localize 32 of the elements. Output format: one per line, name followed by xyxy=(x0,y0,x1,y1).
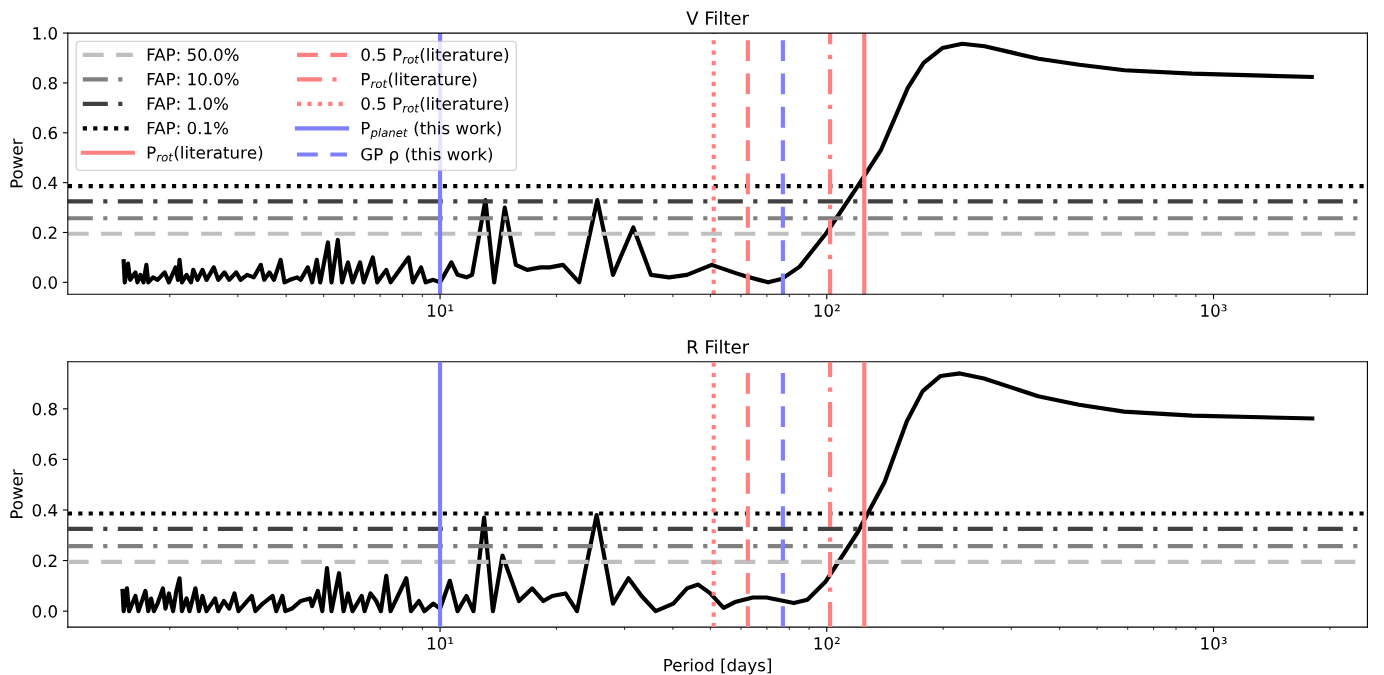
chart-title: R Filter xyxy=(687,339,750,354)
y-axis-title: Power xyxy=(10,469,23,518)
y-tick-label: 1.0 xyxy=(33,27,57,40)
x-tick-label: 10¹ xyxy=(427,304,454,317)
y-tick-label: 0.6 xyxy=(32,126,58,140)
y-tick-label: 0.0 xyxy=(32,605,57,618)
y-tick-label: 0.6 xyxy=(32,453,58,466)
x-tick-label: 10² xyxy=(814,637,840,650)
y-tick-label: 0.2 xyxy=(32,226,57,240)
x-tick-label: 10¹ xyxy=(427,637,454,650)
legend-label: GP ρ (this work) xyxy=(361,147,493,164)
x-tick-label: 10² xyxy=(814,304,840,317)
y-tick-label: 0.0 xyxy=(32,276,57,289)
x-tick-label: 10³ xyxy=(1201,304,1227,317)
x-axis-title: Period [days] xyxy=(664,658,771,675)
legend-label: FAP: 10.0% xyxy=(147,72,239,86)
y-tick-label: 0.4 xyxy=(32,176,58,190)
legend-label: P$_{rot}$(literature) xyxy=(147,145,263,162)
y-tick-label: 0.8 xyxy=(32,76,57,90)
legend-label: FAP: 50.0% xyxy=(147,48,239,61)
chart-title: V Filter xyxy=(686,11,750,25)
y-axis-title: Power xyxy=(10,138,23,188)
legend-label: FAP: 1.0% xyxy=(147,97,228,110)
legend-label: FAP: 0.1% xyxy=(147,121,228,135)
legend-label: P$_{planet}$ (this work) xyxy=(361,121,501,140)
legend-label: P$_{rot}$(literature) xyxy=(361,72,477,89)
y-tick-label: 0.8 xyxy=(32,402,57,416)
x-tick-label: 10³ xyxy=(1201,637,1227,650)
y-tick-label: 0.4 xyxy=(32,503,58,517)
legend-label: 0.5 P$_{rot}$(literature) xyxy=(361,48,509,64)
legend-label: 0.5 P$_{rot}$(literature) xyxy=(361,97,509,113)
y-tick-label: 0.2 xyxy=(32,554,57,568)
